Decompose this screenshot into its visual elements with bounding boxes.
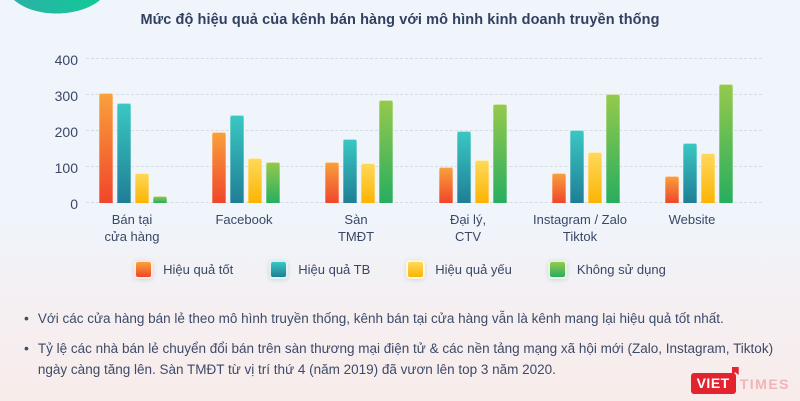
gridline-100 bbox=[86, 166, 762, 167]
x-label-line: Facebook bbox=[215, 212, 273, 227]
bar bbox=[379, 99, 394, 203]
bar bbox=[152, 196, 167, 203]
bar-group-3 bbox=[325, 99, 394, 203]
x-label-line: Sàn bbox=[344, 212, 368, 227]
plot-area: 0 100 200 300 400 bbox=[55, 52, 762, 212]
legend-swatch-icon bbox=[547, 260, 567, 279]
bar bbox=[247, 158, 262, 203]
bar-group-2 bbox=[211, 115, 280, 203]
bar bbox=[551, 173, 566, 203]
notes-list: • Với các cửa hàng bán lẻ theo mô hình t… bbox=[24, 308, 776, 389]
x-label-line: Instagram / Zalo bbox=[533, 212, 627, 227]
bar bbox=[265, 162, 280, 203]
bar bbox=[456, 131, 471, 203]
x-label-line: Bán tại bbox=[111, 212, 153, 227]
x-label-5: Instagram / Zalo Tiktok bbox=[524, 212, 636, 246]
bars-row bbox=[76, 59, 756, 203]
y-tick-label-400: 400 bbox=[54, 52, 78, 68]
bullet-icon: • bbox=[24, 310, 29, 326]
legend-label: Không sử dụng bbox=[576, 262, 666, 277]
bar bbox=[343, 138, 358, 203]
bar bbox=[683, 143, 698, 203]
bullet-icon: • bbox=[24, 339, 29, 356]
x-label-line: Đại lý, bbox=[449, 212, 487, 227]
bar bbox=[98, 93, 113, 203]
x-label-1: Bán tại cửa hàng bbox=[76, 212, 188, 246]
note-item: • Với các cửa hàng bán lẻ theo mô hình t… bbox=[24, 308, 776, 330]
bar bbox=[116, 103, 131, 203]
bar bbox=[719, 84, 734, 203]
gridline-200 bbox=[86, 130, 762, 131]
bar bbox=[587, 151, 602, 203]
x-label-4: Đại lý, CTV bbox=[412, 212, 524, 246]
legend-swatch-icon bbox=[269, 260, 289, 279]
gridline-0 bbox=[86, 202, 762, 203]
gridline-300 bbox=[86, 94, 762, 95]
legend-label: Hiệu quả tốt bbox=[163, 262, 234, 277]
bar-group-6 bbox=[665, 84, 734, 203]
legend-item: Hiệu quả TB bbox=[269, 260, 370, 279]
bar bbox=[492, 104, 507, 203]
x-label-line: Tiktok bbox=[562, 228, 598, 244]
bar bbox=[569, 129, 584, 203]
note-text: Với các cửa hàng bán lẻ theo mô hình tru… bbox=[37, 311, 724, 326]
x-label-line: TMĐT bbox=[337, 228, 375, 244]
bar bbox=[211, 132, 226, 203]
note-item: • Tỷ lệ các nhà bán lẻ chuyển đổi bán tr… bbox=[24, 338, 776, 381]
y-tick-label-200: 200 bbox=[54, 124, 78, 140]
bar bbox=[438, 166, 453, 203]
bar bbox=[134, 172, 149, 203]
legend-item: Không sử dụng bbox=[547, 260, 666, 279]
chart-title: Mức độ hiệu quả của kênh bán hàng với mô… bbox=[140, 12, 660, 28]
legend-swatch-icon bbox=[406, 260, 426, 279]
legend: Hiệu quả tốt Hiệu quả TB Hiệu quả yếu Không… bbox=[0, 260, 800, 279]
y-tick-label-100: 100 bbox=[54, 160, 78, 176]
note-text: Tỷ lệ các nhà bán lẻ chuyển đổi bán trên… bbox=[37, 340, 774, 378]
x-label-2: Facebook bbox=[188, 212, 300, 246]
bar-group-4 bbox=[438, 104, 507, 203]
x-label-3: Sàn TMĐT bbox=[300, 212, 412, 246]
bar-group-5 bbox=[551, 94, 620, 203]
bar bbox=[665, 176, 680, 203]
bar-group-1 bbox=[98, 93, 167, 203]
x-label-line: cửa hàng bbox=[104, 228, 160, 244]
legend-item: Hiệu quả tốt bbox=[134, 260, 233, 279]
bar bbox=[605, 94, 620, 203]
viettimes-logo-viet: VIET bbox=[696, 375, 730, 391]
y-tick-label-300: 300 bbox=[54, 88, 78, 104]
legend-label: Hiệu quả TB bbox=[298, 262, 371, 277]
bar bbox=[361, 163, 376, 203]
y-tick-label-0: 0 bbox=[70, 196, 78, 212]
bar bbox=[325, 162, 340, 203]
gridline-400 bbox=[86, 58, 762, 59]
x-labels: Bán tại cửa hàng Facebook Sàn TMĐT Đại lý, CTV… bbox=[76, 212, 748, 246]
viettimes-logo-box: VIET bbox=[690, 367, 739, 394]
bar bbox=[229, 115, 244, 203]
viettimes-flag-icon bbox=[731, 367, 739, 375]
bar bbox=[701, 152, 716, 203]
x-label-line: Website bbox=[668, 212, 716, 227]
bar bbox=[474, 160, 489, 203]
viettimes-logo: VIET TIMES bbox=[690, 367, 790, 394]
viettimes-logo-times: TIMES bbox=[739, 375, 790, 392]
x-label-6: Website bbox=[636, 212, 748, 246]
x-label-line: CTV bbox=[455, 228, 481, 244]
legend-label: Hiệu quả yếu bbox=[435, 262, 512, 277]
legend-swatch-icon bbox=[134, 260, 154, 279]
legend-item: Hiệu quả yếu bbox=[406, 260, 512, 279]
